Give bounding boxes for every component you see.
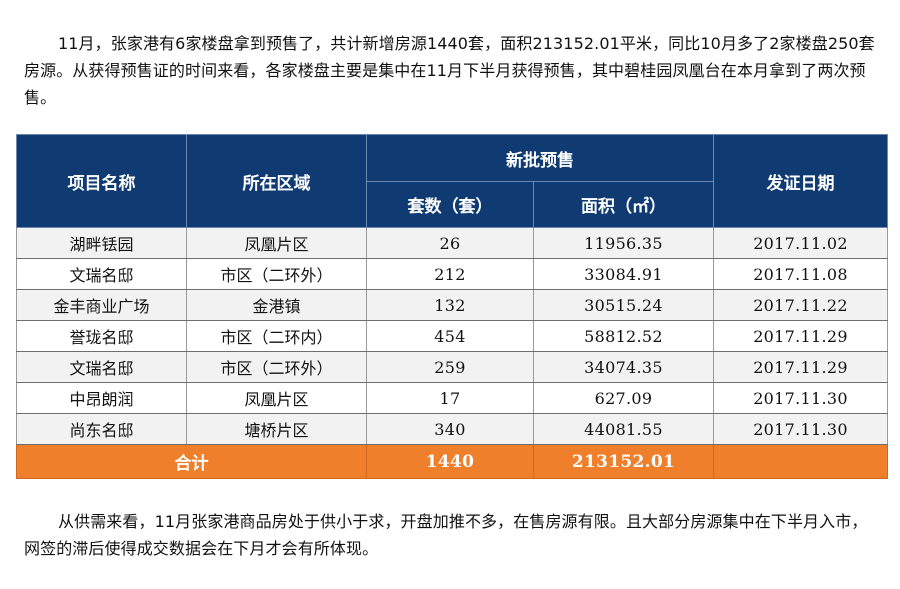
header-project-name: 项目名称	[16, 134, 187, 228]
cell-district: 市区（二环外）	[186, 258, 367, 290]
cell-project: 尚东名邸	[16, 413, 187, 445]
table-row: 誉珑名邸 市区（二环内） 454 58812.52 2017.11.29	[16, 320, 888, 352]
cell-area: 30515.24	[533, 289, 714, 321]
cell-date: 2017.11.08	[713, 258, 888, 290]
cell-district: 凤凰片区	[186, 227, 367, 259]
cell-units: 132	[366, 289, 534, 321]
cell-area: 58812.52	[533, 320, 714, 352]
cell-units: 17	[366, 382, 534, 414]
total-label: 合计	[16, 444, 367, 479]
table-row: 湖畔铥园 凤凰片区 26 11956.35 2017.11.02	[16, 227, 888, 259]
total-units: 1440	[366, 444, 534, 479]
table-row: 金丰商业广场 金港镇 132 30515.24 2017.11.22	[16, 289, 888, 321]
cell-area: 11956.35	[533, 227, 714, 259]
total-date-empty	[713, 444, 888, 479]
cell-project: 中昂朗润	[16, 382, 187, 414]
cell-area: 44081.55	[533, 413, 714, 445]
intro-paragraph: 11月，张家港有6家楼盘拿到预售了，共计新增房源1440套，面积213152.0…	[24, 34, 875, 107]
cell-units: 340	[366, 413, 534, 445]
cell-units: 212	[366, 258, 534, 290]
cell-district: 凤凰片区	[186, 382, 367, 414]
cell-area: 34074.35	[533, 351, 714, 383]
cell-area: 33084.91	[533, 258, 714, 290]
header-issue-date: 发证日期	[713, 134, 888, 228]
cell-district: 塘桥片区	[186, 413, 367, 445]
cell-date: 2017.11.30	[713, 413, 888, 445]
header-units: 套数（套）	[366, 181, 534, 228]
cell-units: 454	[366, 320, 534, 352]
cell-units: 259	[366, 351, 534, 383]
table-row: 文瑞名邸 市区（二环外） 259 34074.35 2017.11.29	[16, 351, 888, 383]
cell-district: 金港镇	[186, 289, 367, 321]
header-area: 面积（㎡）	[533, 181, 714, 228]
cell-date: 2017.11.29	[713, 320, 888, 352]
cell-date: 2017.11.30	[713, 382, 888, 414]
cell-units: 26	[366, 227, 534, 259]
cell-project: 湖畔铥园	[16, 227, 187, 259]
table-row: 尚东名邸 塘桥片区 340 44081.55 2017.11.30	[16, 413, 888, 445]
cell-project: 誉珑名邸	[16, 320, 187, 352]
cell-district: 市区（二环内）	[186, 320, 367, 352]
table-row: 中昂朗润 凤凰片区 17 627.09 2017.11.30	[16, 382, 888, 414]
cell-date: 2017.11.02	[713, 227, 888, 259]
cell-project: 文瑞名邸	[16, 351, 187, 383]
cell-project: 文瑞名邸	[16, 258, 187, 290]
cell-district: 市区（二环外）	[186, 351, 367, 383]
total-row: 合计 1440 213152.01	[16, 444, 888, 479]
cell-date: 2017.11.22	[713, 289, 888, 321]
outro-paragraph: 从供需来看，11月张家港商品房处于供小于求，开盘加推不多，在售房源有限。且大部分…	[24, 512, 868, 558]
cell-area: 627.09	[533, 382, 714, 414]
total-area: 213152.01	[533, 444, 714, 479]
cell-project: 金丰商业广场	[16, 289, 187, 321]
cell-date: 2017.11.29	[713, 351, 888, 383]
header-district: 所在区域	[186, 134, 367, 228]
table-row: 文瑞名邸 市区（二环外） 212 33084.91 2017.11.08	[16, 258, 888, 290]
header-new-presale: 新批预售	[366, 134, 714, 182]
presale-table: 项目名称 所在区域 新批预售 发证日期 套数（套） 面积（㎡） 湖畔铥园 凤凰片…	[16, 134, 888, 479]
